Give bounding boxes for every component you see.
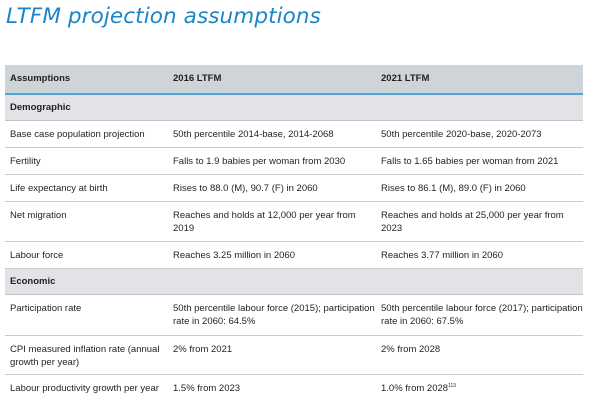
row-value-2016: 1.5% from 2023 [173, 383, 241, 394]
section-title: Demographic [10, 102, 71, 113]
row-label: Participation rate [10, 303, 82, 314]
table-row: Labour force Reaches 3.25 million in 206… [5, 242, 583, 269]
footnote-marker: 113 [448, 382, 457, 389]
row-value-2021: Rises to 86.1 (M), 89.0 (F) in 2060 [381, 183, 526, 194]
row-label: Fertility [10, 156, 41, 167]
row-value-2016: Falls to 1.9 babies per woman from 2030 [173, 156, 346, 167]
header-2016-ltfm: 2016 LTFM [173, 73, 222, 84]
row-value-2021: 2% from 2028 [381, 344, 441, 355]
row-value-2016: 50th percentile labour force (2015); par… [173, 303, 375, 327]
table-row: CPI measured inflation rate (annual grow… [5, 336, 583, 375]
page-title: LTFM projection assumptions [6, 4, 321, 29]
row-value-2016: Rises to 88.0 (M), 90.7 (F) in 2060 [173, 183, 318, 194]
row-label: Net migration [10, 210, 67, 221]
row-label: CPI measured inflation rate (annual grow… [10, 344, 160, 368]
table-row: Life expectancy at birth Rises to 88.0 (… [5, 175, 583, 202]
row-label: Labour productivity growth per year [10, 383, 159, 394]
row-label: Base case population projection [10, 129, 145, 140]
table-row: Participation rate 50th percentile labou… [5, 295, 583, 336]
table-row: Base case population projection 50th per… [5, 121, 583, 148]
row-value-2021: 50th percentile labour force (2017); par… [381, 303, 583, 327]
table-header: Assumptions 2016 LTFM 2021 LTFM [5, 65, 583, 95]
row-value-2016: Reaches 3.25 million in 2060 [173, 250, 295, 261]
table-row: Labour productivity growth per year 1.5%… [5, 375, 583, 413]
row-value-2021: 1.0% from 2028113 [381, 382, 583, 395]
row-label: Labour force [10, 250, 64, 261]
header-assumptions: Assumptions [10, 73, 71, 84]
row-value-2016: 2% from 2021 [173, 344, 233, 355]
section-title: Economic [10, 276, 56, 287]
row-value-2021: Reaches 3.77 million in 2060 [381, 250, 503, 261]
section-economic: Economic [5, 269, 583, 295]
row-value-2021: Reaches and holds at 25,000 per year fro… [381, 210, 564, 234]
table-row: Fertility Falls to 1.9 babies per woman … [5, 148, 583, 175]
row-value-2021: 50th percentile 2020-base, 2020-2073 [381, 129, 542, 140]
section-demographic: Demographic [5, 95, 583, 121]
row-value-text: 1.0% from 2028 [381, 383, 449, 394]
assumptions-table: Assumptions 2016 LTFM 2021 LTFM Demograp… [5, 65, 583, 413]
row-label: Life expectancy at birth [10, 183, 108, 194]
row-value-2016: Reaches and holds at 12,000 per year fro… [173, 210, 356, 234]
row-value-2021: Falls to 1.65 babies per woman from 2021 [381, 156, 559, 167]
table-row: Net migration Reaches and holds at 12,00… [5, 202, 583, 242]
header-2021-ltfm: 2021 LTFM [381, 73, 430, 84]
row-value-2016: 50th percentile 2014-base, 2014-2068 [173, 129, 334, 140]
